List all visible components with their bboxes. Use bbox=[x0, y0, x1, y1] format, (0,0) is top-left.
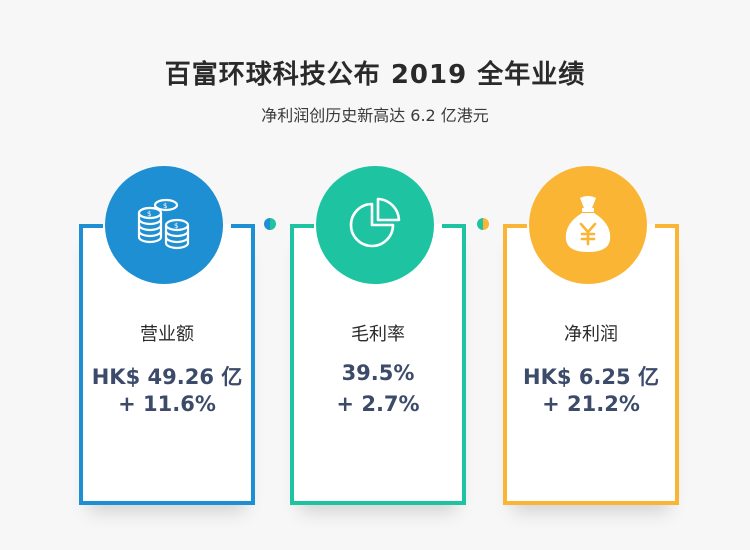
revenue-label: 营业额 bbox=[140, 324, 194, 345]
gross-margin-icon-circle bbox=[316, 166, 434, 284]
pie-chart-icon bbox=[349, 197, 401, 248]
net-profit-icon-circle bbox=[529, 166, 647, 284]
net-profit-value: HK$ 6.25 亿 bbox=[523, 365, 659, 389]
page-subtitle: 净利润创历史新高达 6.2 亿港元 bbox=[261, 106, 489, 125]
page-title: 百富环球科技公布 2019 全年业绩 bbox=[164, 60, 586, 90]
gross-margin-label: 毛利率 bbox=[351, 324, 405, 345]
svg-text:$: $ bbox=[147, 210, 151, 218]
gross-margin-change: + 2.7% bbox=[336, 392, 420, 416]
net-profit-label: 净利润 bbox=[564, 324, 618, 345]
svg-text:$: $ bbox=[163, 202, 167, 210]
net-profit-change: + 21.2% bbox=[542, 392, 640, 416]
revenue-value: HK$ 49.26 亿 bbox=[91, 365, 243, 389]
svg-text:$: $ bbox=[174, 222, 178, 230]
gross-margin-value: 39.5% bbox=[341, 361, 415, 385]
revenue-change: + 11.6% bbox=[118, 392, 216, 416]
coin-stack-icon: $ $ $ bbox=[137, 198, 190, 250]
separator-dot bbox=[477, 218, 489, 230]
revenue-icon-circle: $ $ $ bbox=[105, 166, 223, 284]
separator-dot bbox=[264, 218, 276, 230]
money-bag-icon bbox=[565, 196, 611, 252]
